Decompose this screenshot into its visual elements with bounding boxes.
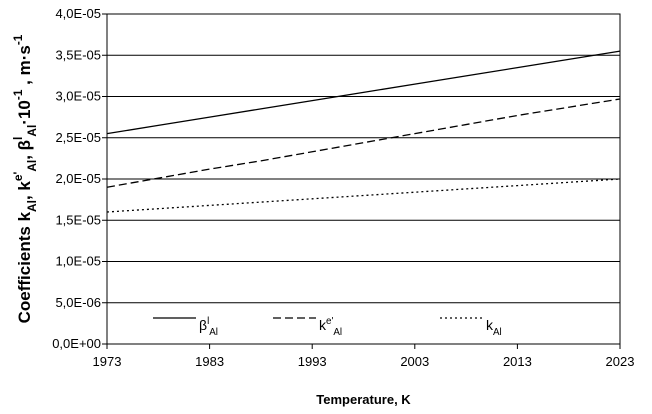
text-part: ·10	[15, 100, 34, 125]
text-part: , β	[15, 140, 34, 160]
x-axis-label: Temperature, K	[316, 392, 411, 407]
text-part: Coefficients k	[15, 211, 34, 323]
x-tick-label: 1993	[298, 354, 327, 369]
y-axis-label: Coefficients kAl, ke'Al, βlAl·10-1 , m·s…	[11, 34, 39, 323]
text-part: Al	[25, 160, 39, 172]
legend-label: kAl	[486, 317, 502, 338]
text-part: -1	[11, 34, 25, 45]
text-part: , m·s	[15, 45, 34, 89]
text-part: Al	[333, 327, 342, 338]
text-part: Al	[25, 200, 39, 212]
y-tick-label: 3,5E-05	[55, 47, 101, 62]
series-line	[106, 98, 621, 188]
text-part: k	[319, 317, 327, 333]
y-tick-label: 2,5E-05	[55, 130, 101, 145]
text-part: -1	[11, 89, 25, 100]
y-tick-label: 1,0E-05	[55, 254, 101, 269]
series-line	[106, 178, 621, 213]
plot-border	[106, 13, 621, 345]
y-tick-label: 4,0E-05	[55, 6, 101, 21]
y-tick-label: 3,0E-05	[55, 89, 101, 104]
y-tick-label: 5,0E-06	[55, 295, 101, 310]
x-tick-label: 2013	[503, 354, 532, 369]
text-part: Al	[209, 327, 218, 338]
text-part: Al	[493, 327, 502, 338]
y-tick-label: 0,0E+00	[52, 336, 101, 351]
text-part: e'	[326, 316, 333, 327]
text-part: β	[199, 317, 207, 333]
text-part: l	[11, 137, 25, 140]
text-part: e'	[11, 172, 25, 182]
text-part: l	[207, 316, 209, 327]
series-line	[106, 50, 621, 135]
legend-label: βlAl	[199, 316, 218, 338]
x-tick-label: 1973	[93, 354, 122, 369]
text-part: k	[486, 317, 494, 333]
legend-label: ke'Al	[319, 316, 342, 338]
x-tick-label: 2003	[400, 354, 429, 369]
text-part: Al	[25, 125, 39, 137]
y-tick-label: 1,5E-05	[55, 212, 101, 227]
text-part: , k	[15, 181, 34, 200]
x-tick-label: 1983	[195, 354, 224, 369]
x-tick-label: 2023	[606, 354, 635, 369]
y-tick-label: 2,0E-05	[55, 171, 101, 186]
